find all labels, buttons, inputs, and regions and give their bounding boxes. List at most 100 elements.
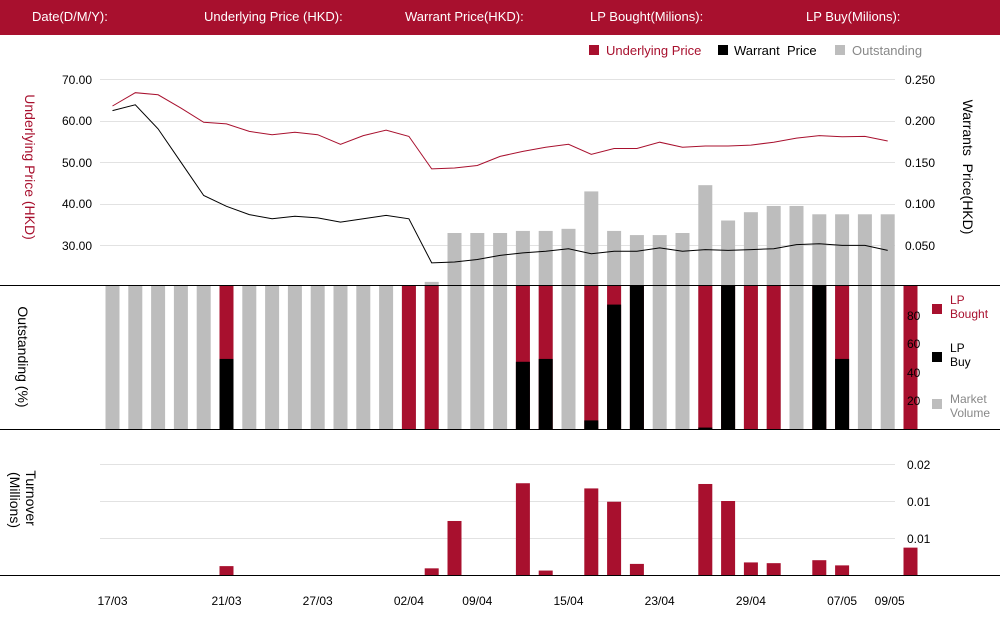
outstanding-bar-27	[721, 220, 736, 285]
turnover-bar-35	[903, 547, 918, 575]
turnover-bar-21	[584, 488, 599, 575]
market-volume-bar-16	[470, 286, 485, 429]
turnover-tick-001b: 0.01	[907, 532, 931, 546]
outstanding-bar-18	[515, 230, 530, 285]
lp-bought-bar-13	[401, 286, 416, 429]
turnover-tick-001a: 0.01	[907, 495, 931, 509]
market-volume-bar-4	[196, 286, 211, 429]
legend-swatch-lp-buy	[932, 352, 942, 362]
turnover-tick-002: 0.02	[907, 458, 931, 472]
x-label-2: 27/03	[303, 594, 333, 608]
legend-label-lp-bought-2: Bought	[950, 307, 989, 321]
market-volume-bar-17	[493, 286, 508, 429]
turnover-axis-title-2: (Millions)	[7, 472, 23, 528]
left-tick-40: 40.00	[62, 197, 92, 211]
x-label-7: 29/04	[736, 594, 766, 608]
outstanding-bar-24	[652, 235, 667, 285]
legend-label-lp-bought: LP Bought	[950, 293, 989, 321]
market-volume-bar-15	[447, 286, 462, 429]
turnover-bar-18	[515, 483, 530, 575]
turnover-axis-title-1: Turnover	[23, 470, 39, 526]
market-volume-bar-20	[561, 286, 576, 429]
lp-buy-bar-18	[515, 361, 530, 429]
lp-buy-bar-31	[812, 286, 827, 429]
legend-label-lp-buy: LP Buy	[950, 341, 971, 369]
outstanding-bar-29	[766, 205, 781, 285]
outstanding-bar-32	[835, 214, 850, 285]
lp-bought-bar-14	[424, 286, 439, 429]
lp-bought-bar-21	[584, 286, 599, 429]
outstanding-bar-31	[812, 214, 827, 285]
lp-bought-label: LP Bought(Milions):	[590, 9, 704, 24]
legend-label-lp-buy-2: Buy	[950, 355, 971, 369]
lp-bought-bar-28	[743, 286, 758, 429]
warrant-price-line	[112, 104, 888, 264]
market-volume-bar-9	[310, 286, 325, 429]
turnover-bar-28	[743, 562, 758, 575]
left-axis-title: Underlying Price (HKD)	[22, 94, 38, 239]
legend-label-market-volume: Market Volume	[950, 392, 990, 420]
lp-buy-bar-27	[721, 286, 736, 429]
pct-tick-40: 40	[907, 366, 921, 380]
turnover-bar-27	[721, 501, 736, 575]
outstanding-bars	[424, 185, 895, 285]
turnover-bar-14	[424, 568, 439, 575]
legend-label-lp-buy-1: LP	[950, 341, 965, 355]
legend-top: Underlying Price Warrant Price Outstandi…	[589, 43, 922, 58]
outstanding-bar-15	[447, 233, 462, 285]
outstanding-bar-23	[629, 235, 644, 285]
legend-swatch-outstanding	[835, 45, 845, 55]
turnover-axis-title: Turnover (Millions)	[7, 470, 39, 529]
outstanding-bar-33	[857, 214, 872, 285]
legend-label-warrant: Warrant Price	[734, 43, 817, 58]
legend-label-market-volume-1: Market	[950, 392, 987, 406]
market-volume-bar-11	[356, 286, 371, 429]
x-label-5: 15/04	[553, 594, 583, 608]
lp-buy-bar-26	[698, 427, 713, 429]
lp-buy-bar-32	[835, 358, 850, 429]
turnover-bar-23	[629, 563, 644, 575]
market-volume-bar-2	[151, 286, 166, 429]
legend-label-market-volume-2: Volume	[950, 406, 990, 420]
outstanding-bar-30	[789, 205, 804, 285]
market-volume-bar-24	[652, 286, 667, 429]
pct-tick-60: 60	[907, 337, 921, 351]
header-bar: Date(D/M/Y): Underlying Price (HKD): War…	[0, 0, 1000, 35]
legend-label-outstanding: Outstanding	[852, 43, 922, 58]
outstanding-bar-25	[675, 233, 690, 285]
lp-bought-bar-26	[698, 286, 713, 429]
outstanding-axis-title: Outstanding (%)	[15, 306, 31, 407]
outstanding-bar-28	[743, 212, 758, 285]
x-label-6: 23/04	[645, 594, 675, 608]
turnover-bar-26	[698, 483, 713, 575]
warrant-price-label: Warrant Price(HKD):	[405, 9, 524, 24]
market-volume-bar-10	[333, 286, 348, 429]
legend-label-underlying: Underlying Price	[606, 43, 701, 58]
x-label-3: 02/04	[394, 594, 424, 608]
lp-buy-bar-5	[219, 358, 234, 429]
lp-bought-bar-29	[766, 286, 781, 429]
warrant-chart: Underlying Price Warrant Price Outstandi…	[0, 43, 1000, 608]
outstanding-bar-34	[880, 214, 895, 285]
legend-swatch-underlying	[589, 45, 599, 55]
outstanding-bar-20	[561, 228, 576, 285]
market-volume-bar-33	[857, 286, 872, 429]
turnover-bar-31	[812, 560, 827, 575]
x-axis-labels: 17/03 21/03 27/03 02/04 09/04 15/04 23/04 29/04…	[97, 594, 905, 608]
turnover-bar-19	[538, 570, 553, 575]
legend-swatch-lp-bought	[932, 304, 942, 314]
x-label-4: 09/04	[462, 594, 492, 608]
market-volume-bar-25	[675, 286, 690, 429]
right-tick-0200: 0.200	[905, 114, 935, 128]
x-label-8: 07/05	[827, 594, 857, 608]
right-tick-0050: 0.050	[905, 239, 935, 253]
lp-buy-bar-23	[629, 286, 644, 429]
outstanding-bar-17	[493, 233, 508, 285]
legend-middle: LP Bought LP Buy Market Volume	[932, 293, 990, 420]
turnover-bars	[219, 483, 918, 575]
right-tick-0250: 0.250	[905, 73, 935, 87]
lp-buy-bar-22	[607, 304, 622, 429]
pct-tick-80: 80	[907, 309, 921, 323]
turnover-bar-15	[447, 520, 462, 575]
turnover-bar-22	[607, 501, 622, 575]
